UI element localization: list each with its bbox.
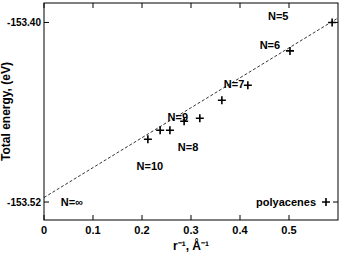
x-tick xyxy=(142,215,143,220)
x-tick-label: 0 xyxy=(41,224,47,236)
annotation: N=8 xyxy=(178,141,199,153)
annotation: N=6 xyxy=(260,39,281,51)
y-axis-label: Total energy, (eV) xyxy=(0,62,13,161)
x-tick xyxy=(44,215,45,220)
legend-marker xyxy=(322,198,330,206)
x-tick-label: 0.2 xyxy=(134,224,149,236)
annotation: N=9 xyxy=(168,111,189,123)
data-point xyxy=(196,114,204,122)
annotation: N=5 xyxy=(268,10,289,22)
plot-data xyxy=(44,18,338,198)
data-point xyxy=(286,47,294,55)
y-tick xyxy=(44,202,49,203)
chart: 0 0.1 0.2 0.3 0.4 0.5 -153.40 -153.52 r⁻¹, Å⁻¹ To… xyxy=(0,0,342,257)
y-tick xyxy=(333,202,338,203)
x-tick xyxy=(289,3,290,8)
x-tick xyxy=(142,3,143,8)
x-tick xyxy=(44,3,45,8)
annotation: N=10 xyxy=(137,160,164,172)
x-tick xyxy=(191,3,192,8)
y-tick-label: -153.40 xyxy=(7,17,41,28)
x-tick xyxy=(93,215,94,220)
data-point xyxy=(218,96,226,104)
x-tick-label: 0.4 xyxy=(232,224,248,236)
y-tick xyxy=(44,22,49,23)
data-point xyxy=(166,126,174,134)
x-tick xyxy=(240,215,241,220)
x-tick-label: 0.3 xyxy=(183,224,198,236)
x-tick xyxy=(93,3,94,8)
data-point xyxy=(156,126,164,134)
data-point xyxy=(144,135,152,143)
x-tick-label: 0.5 xyxy=(281,224,296,236)
plot-frame xyxy=(44,3,338,220)
x-tick-label: 0.1 xyxy=(85,224,100,236)
annotation: N=∞ xyxy=(61,196,83,208)
x-axis-label: r⁻¹, Å⁻¹ xyxy=(173,238,209,253)
x-tick xyxy=(289,215,290,220)
x-tick xyxy=(191,215,192,220)
annotation: N=7 xyxy=(224,78,245,90)
fit-line xyxy=(44,18,338,198)
legend-label: polyacenes xyxy=(256,196,316,208)
data-point xyxy=(244,81,252,89)
x-tick xyxy=(240,3,241,8)
y-tick-label: -153.52 xyxy=(7,197,41,208)
